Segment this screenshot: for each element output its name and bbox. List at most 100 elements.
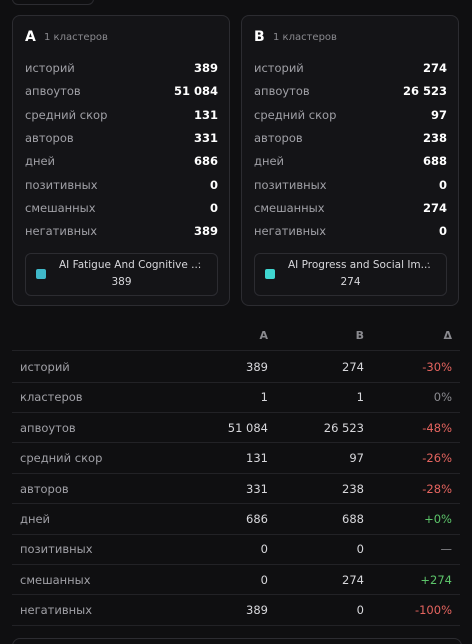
row-label: авторов bbox=[20, 481, 69, 496]
stat-value: 389 bbox=[193, 224, 218, 239]
delta: +0% bbox=[424, 512, 452, 526]
row-label: смешанных bbox=[20, 572, 91, 587]
stat-label: смешанных bbox=[25, 200, 96, 215]
value-b: 0 bbox=[356, 542, 364, 557]
stat-value: 0 bbox=[209, 200, 218, 215]
value-b: 26 523 bbox=[323, 420, 364, 435]
stat-label: дней bbox=[25, 154, 56, 169]
stat-label: негативных bbox=[25, 224, 98, 239]
cluster-story-count: 389 bbox=[111, 276, 132, 288]
column-header: Δ bbox=[443, 329, 452, 342]
row-line bbox=[12, 411, 460, 413]
row-line bbox=[12, 563, 460, 565]
stat-label: средний скор bbox=[25, 107, 108, 122]
cluster-name: AI Fatigue And Cognitive ... bbox=[59, 259, 202, 271]
value-a: 331 bbox=[246, 481, 268, 496]
value-b: 274 bbox=[342, 360, 364, 374]
stat-label: позитивных bbox=[25, 177, 98, 192]
stat-label: дней bbox=[254, 154, 285, 169]
cluster-chip[interactable]: AI Progress and Social Im... · 274 bbox=[254, 253, 447, 296]
stat-label: смешанных bbox=[254, 200, 325, 215]
value-b: 1 bbox=[356, 390, 364, 405]
cluster-chip[interactable]: AI Fatigue And Cognitive ... · 389 bbox=[25, 253, 218, 296]
row-line bbox=[12, 533, 460, 535]
cluster-sep: · bbox=[426, 258, 430, 270]
delta: -26% bbox=[422, 451, 452, 466]
value-a: 0 bbox=[260, 572, 268, 587]
stat-value: 0 bbox=[438, 224, 447, 239]
stat-value: 238 bbox=[422, 130, 447, 145]
value-b: 274 bbox=[342, 572, 364, 587]
value-a: 389 bbox=[246, 360, 268, 374]
stat-label: авторов bbox=[254, 130, 303, 145]
cluster-sep: · bbox=[197, 258, 201, 270]
row-line bbox=[12, 624, 460, 626]
column-header: A bbox=[259, 329, 268, 342]
delta: -100% bbox=[414, 603, 452, 618]
row-line bbox=[12, 472, 460, 474]
cluster-color bbox=[36, 269, 46, 279]
cluster-count: 1 кластеров bbox=[44, 32, 108, 43]
row-line bbox=[12, 594, 460, 596]
stat-label: историй bbox=[254, 61, 304, 75]
stat-label: авторов bbox=[25, 130, 74, 145]
delta: -48% bbox=[422, 420, 452, 435]
stat-value: 0 bbox=[438, 177, 447, 192]
stat-label: негативных bbox=[254, 224, 327, 239]
row-label: историй bbox=[20, 360, 70, 374]
card-label: A bbox=[25, 29, 36, 45]
stat-value: 51 084 bbox=[173, 84, 218, 99]
row-label: кластеров bbox=[20, 390, 83, 405]
card: B 1 кластеров историй 274 апвоутов 26 523 сред… bbox=[241, 15, 459, 306]
value-a: 51 084 bbox=[227, 420, 268, 435]
delta: +274 bbox=[420, 572, 452, 587]
stat-label: позитивных bbox=[254, 177, 327, 192]
stat-value: 688 bbox=[422, 154, 447, 169]
stat-label: апвоутов bbox=[25, 84, 81, 99]
stat-value: 686 bbox=[193, 154, 218, 169]
column-header: B bbox=[355, 329, 364, 342]
row-line bbox=[12, 381, 460, 383]
stat-value: 274 bbox=[422, 61, 447, 75]
cluster-story-count: 274 bbox=[340, 276, 361, 288]
delta: -28% bbox=[422, 481, 452, 496]
stat-label: апвоутов bbox=[254, 84, 310, 99]
row-label: средний скор bbox=[20, 451, 103, 466]
stat-label: средний скор bbox=[254, 107, 337, 122]
cluster-count: 1 кластеров bbox=[273, 32, 337, 43]
stat-value: 331 bbox=[193, 130, 218, 145]
row-line bbox=[12, 442, 460, 444]
value-b: 97 bbox=[349, 451, 364, 466]
card-label: B bbox=[254, 29, 265, 45]
value-a: 131 bbox=[246, 451, 268, 466]
delta: 0% bbox=[433, 390, 452, 405]
delta: — bbox=[440, 542, 453, 557]
row-label: дней bbox=[20, 512, 51, 526]
value-b: 238 bbox=[342, 481, 364, 496]
row-label: позитивных bbox=[20, 542, 93, 557]
cluster-name: AI Progress and Social Im... bbox=[288, 259, 431, 271]
value-b: 688 bbox=[342, 512, 364, 526]
delta: -30% bbox=[422, 360, 452, 374]
row-label: негативных bbox=[20, 603, 93, 618]
stat-value: 131 bbox=[193, 107, 218, 122]
value-a: 389 bbox=[246, 603, 268, 618]
stat-value: 97 bbox=[430, 107, 447, 122]
stat-value: 26 523 bbox=[402, 84, 447, 99]
value-a: 1 bbox=[260, 390, 268, 405]
row-line bbox=[12, 503, 460, 505]
row-label: апвоутов bbox=[20, 420, 76, 435]
stat-value: 274 bbox=[422, 200, 447, 215]
value-a: 0 bbox=[260, 542, 268, 557]
value-a: 686 bbox=[246, 512, 268, 526]
value-b: 0 bbox=[356, 603, 364, 618]
stat-value: 0 bbox=[209, 177, 218, 192]
header-line bbox=[12, 350, 460, 351]
tab[interactable] bbox=[12, 0, 94, 5]
cluster-color bbox=[265, 269, 275, 279]
panel bbox=[12, 638, 462, 644]
card: A 1 кластеров историй 389 апвоутов 51 084 сред… bbox=[12, 15, 230, 306]
stat-value: 389 bbox=[193, 61, 218, 75]
stat-label: историй bbox=[25, 61, 75, 75]
